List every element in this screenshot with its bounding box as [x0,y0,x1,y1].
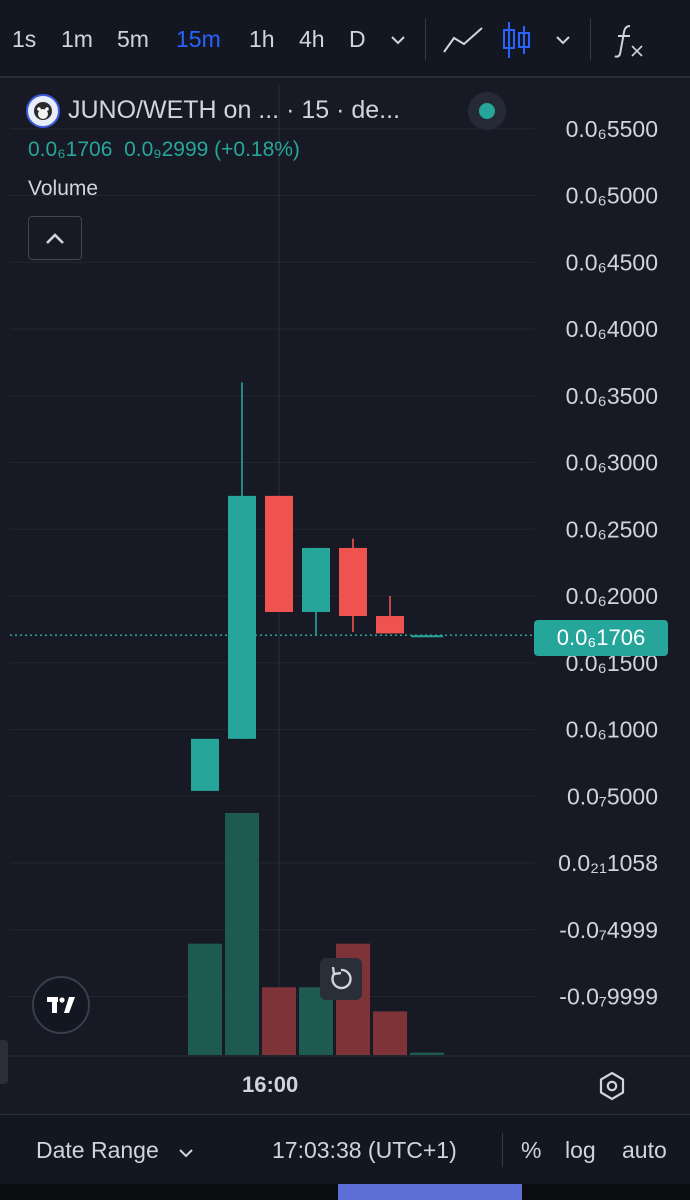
chevron-up-icon [46,233,64,244]
timeframe-1h[interactable]: 1h [249,26,275,52]
token-avatar [26,94,60,128]
candle-body [302,547,330,613]
log-scale-button[interactable]: log [565,1137,596,1163]
line-chart-icon[interactable] [442,24,484,56]
timeframe-1s[interactable]: 1s [12,26,37,52]
y-axis-tick-label: 0.0₆3000 [566,450,658,476]
auto-scale-button[interactable]: auto [622,1137,667,1163]
candle-body [191,738,219,791]
timeframe-toolbar: 1s 1m 5m 15m 1h 4h D [0,0,690,78]
date-range-chevron-down-icon[interactable] [176,1143,196,1163]
system-home-bar [0,1184,690,1200]
y-axis-tick-label: 0.0₂₁1058 [558,850,658,876]
legend-values: 0.0₆1706 0.0₉2999 (+0.18%) [28,138,300,162]
bottom-divider [502,1133,503,1167]
chart-type-chevron-down-icon[interactable] [553,30,573,50]
candle-body [339,547,367,617]
bottom-toolbar: Date Range 17:03:38 (UTC+1) % log auto [0,1114,690,1185]
y-axis-tick-label: -0.0₇4999 [559,917,658,943]
legend-price: 0.0₆1706 [28,138,113,161]
volume-bar [410,1052,444,1055]
y-axis-tick-label: 0.0₆2500 [566,516,658,542]
candlestick-chart-icon[interactable] [502,20,532,60]
y-axis-tick-label: 0.0₆4000 [566,316,658,342]
tradingview-logo[interactable] [32,976,90,1034]
y-axis-tick-label: 0.0₆4500 [566,249,658,275]
date-range-button[interactable]: Date Range [36,1137,159,1163]
timeframe-chevron-down-icon[interactable] [388,30,408,50]
volume-bar [262,987,296,1055]
toolbar-divider [590,18,591,60]
timeframe-5m[interactable]: 5m [117,26,149,52]
y-axis-tick-label: 0.0₆2000 [566,583,658,609]
candle-body [265,495,293,613]
percent-scale-button[interactable]: % [521,1137,542,1163]
timeframe-d[interactable]: D [349,26,366,52]
candle-body [411,635,443,638]
volume-bar [373,1011,407,1055]
time-axis-label: 16:00 [242,1072,299,1097]
reset-icon [331,966,352,990]
timeframe-1m[interactable]: 1m [61,26,93,52]
timeframe-15m[interactable]: 15m [176,26,221,52]
reset-chart-button[interactable] [320,958,362,1000]
side-panel-tab[interactable] [0,1040,8,1084]
y-axis-tick-label: -0.0₇9999 [559,984,658,1010]
y-axis-tick-label: 0.0₇5000 [567,783,658,809]
status-dot-icon [479,103,495,119]
y-axis-tick-label: 0.0₆1000 [566,717,658,743]
chart-canvas[interactable]: 0.0₆5500 0.0₆5000 0.0₆4500 0.0₆4000 0.0₆3500… [0,0,690,1114]
timeframe-4h[interactable]: 4h [299,26,325,52]
home-indicator [338,1184,522,1200]
toolbar-divider [425,18,426,60]
volume-label[interactable]: Volume [28,177,99,200]
market-status[interactable] [468,92,506,130]
collapse-legend-button[interactable] [28,216,82,260]
y-axis-tick-label: 0.0₆5500 [566,116,658,142]
dog-mascot-icon [34,102,52,120]
symbol-title[interactable]: JUNO/WETH on ... · 15 · de... [68,96,401,124]
chart-settings-button[interactable] [596,1070,628,1102]
clock-timezone[interactable]: 17:03:38 (UTC+1) [272,1137,457,1163]
volume-bar [188,943,222,1055]
indicators-fx-icon[interactable] [612,22,646,58]
last-price-tag: 0.0₆1706 [534,620,668,656]
legend-change: 0.0₉2999 (+0.18%) [124,138,300,161]
volume-bar [225,813,259,1055]
toolbar-border [0,76,690,78]
y-axis-tick-label: 0.0₆5000 [566,183,658,209]
gear-icon [599,1071,625,1101]
y-axis-tick-label: 0.0₆3500 [566,383,658,409]
candle-body [228,495,256,739]
candle-body [376,616,404,634]
tradingview-logo-icon [47,997,75,1013]
